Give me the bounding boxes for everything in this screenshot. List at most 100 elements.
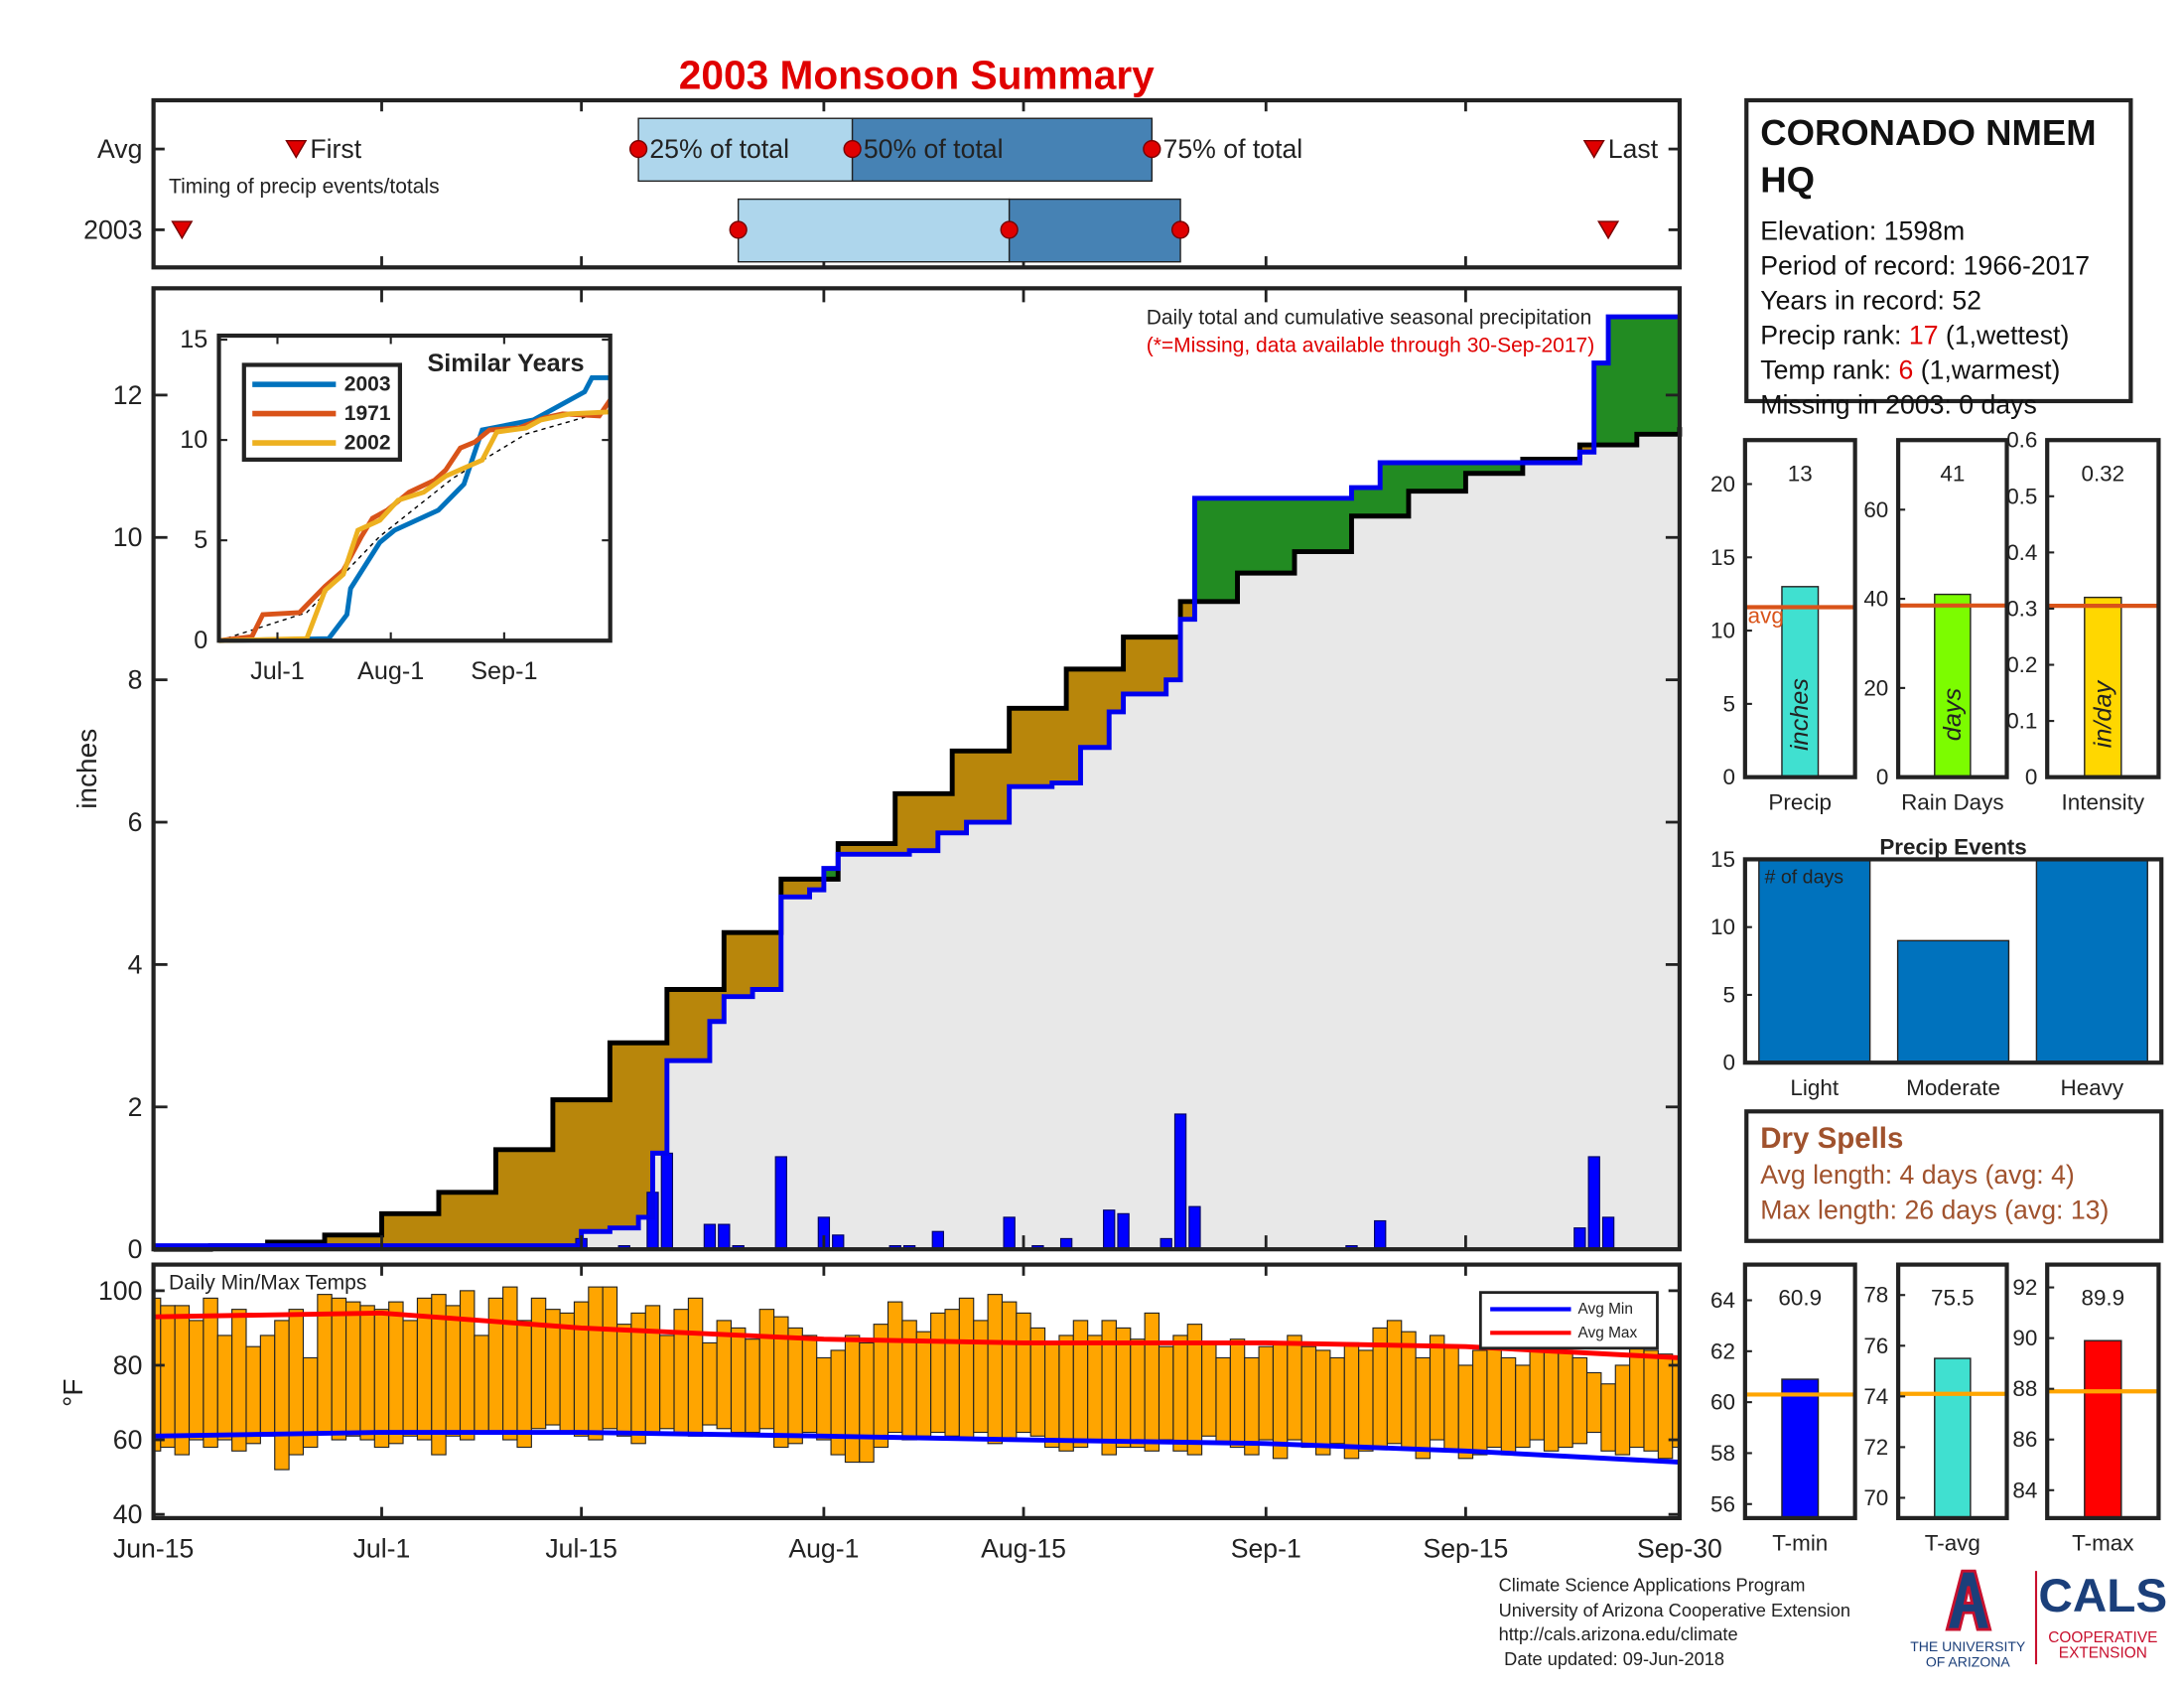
dry-spells-text: Dry Spells Avg length: 4 days (avg: 4) M… [1760, 1123, 2110, 1226]
daily-bar [1003, 1216, 1016, 1250]
annotation: Daily total and cumulative seasonal prec… [1147, 306, 1592, 329]
temp-range-bar [1115, 1327, 1132, 1449]
quartile-box [1008, 198, 1181, 263]
y-tick-label: 0.4 [2006, 540, 2037, 565]
temp-bars [153, 1286, 1680, 1471]
y-tick-label: 15 [1710, 847, 1735, 872]
value-label: 41 [1940, 461, 1965, 486]
x-tick-label: Sep-15 [1423, 1534, 1508, 1564]
y-tick-label: 40 [113, 1499, 143, 1529]
annotation: Timing of precip events/totals [169, 175, 440, 198]
quartile-marker [729, 220, 748, 239]
event-marker [285, 139, 308, 159]
x-tick-label: Jul-1 [353, 1534, 411, 1564]
y-tick-label: 60 [113, 1425, 143, 1455]
temp-range-bar [259, 1335, 276, 1437]
axes-frame [151, 1262, 1683, 1520]
average-line [153, 1430, 1680, 1466]
temp-range-bar [1386, 1320, 1403, 1445]
marker-label: Last [1608, 134, 1659, 164]
y-tick-label: 60 [1710, 1390, 1735, 1415]
temp-range-bar [345, 1301, 361, 1437]
temp-range-bar [1343, 1341, 1360, 1460]
temp-range-bar [1329, 1356, 1345, 1445]
temp-range-bar [1643, 1349, 1659, 1452]
quartile-marker [843, 139, 862, 159]
temp-range-bar [459, 1290, 476, 1441]
temp-range-bar [1614, 1364, 1631, 1456]
x-tick-label: Light [1790, 1075, 1839, 1100]
x-tick-label: Sep-30 [1637, 1534, 1722, 1564]
temp-range-bar [373, 1309, 390, 1449]
daily-bar [660, 1152, 674, 1250]
marker-label: 75% of total [1163, 134, 1303, 164]
temp-range-bar [673, 1309, 689, 1434]
footer-line: Date updated: 09-Jun-2018 [1504, 1648, 1724, 1669]
quartile-marker [1143, 139, 1161, 159]
temp-range-bar [801, 1335, 818, 1434]
temp-range-bar [487, 1297, 504, 1434]
y-tick-label: 6 [128, 807, 143, 837]
daily-bar [1188, 1205, 1201, 1250]
temp-range-bar [502, 1286, 518, 1441]
temp-range-bar [730, 1327, 747, 1434]
y-tick-label: 10 [113, 522, 143, 552]
temp-range-bar [1672, 1356, 1680, 1449]
series-line [218, 409, 611, 643]
temp-range-bar [1629, 1341, 1645, 1449]
quartile-box [737, 198, 1011, 263]
rank-note: (1,wettest) [1945, 322, 2070, 352]
event-marker [171, 220, 194, 240]
temp-range-bar [915, 1331, 932, 1437]
y-tick-label: 2 [128, 1092, 143, 1122]
x-tick-label: T-max [2072, 1531, 2133, 1556]
y-axis-label: °F [58, 1378, 88, 1406]
x-tick-label: T-avg [1925, 1531, 1980, 1556]
legend-label: 2002 [344, 432, 391, 455]
dry-spells-line: Max length: 26 days (avg: 13) [1760, 1196, 2110, 1226]
temp-range-bar [245, 1345, 261, 1445]
x-tick-label: Aug-15 [981, 1534, 1066, 1564]
average-label: avg [1748, 603, 1784, 628]
temp-range-bar [231, 1309, 247, 1452]
period: Period of record: 1966-2017 [1760, 251, 2091, 282]
x-tick-label: Precip [1768, 789, 1832, 814]
quartile-box [637, 117, 854, 183]
value-label: 60.9 [1778, 1286, 1822, 1311]
y-tick-label: 40 [1863, 587, 1888, 612]
average-line [218, 409, 611, 641]
y-tick-label: 80 [113, 1350, 143, 1380]
temp-range-bar [944, 1309, 960, 1437]
x-tick-label: Sep-1 [1231, 1534, 1301, 1564]
y-tick-label: 0 [1723, 1051, 1735, 1075]
x-tick-label: Jun-15 [113, 1534, 194, 1564]
temp-range-bar [758, 1309, 775, 1430]
cumulative-line [153, 314, 1680, 1249]
bar [1934, 593, 1972, 778]
y-tick-label: 0 [2025, 765, 2037, 789]
temp-range-bar [573, 1301, 590, 1437]
y-tick-label: 90 [2012, 1326, 2037, 1350]
axes-frame [216, 333, 613, 643]
extension-text: EXTENSION [2059, 1644, 2147, 1661]
row-label: 2003 [83, 214, 142, 244]
temp-range-bar [216, 1335, 233, 1441]
temp-range-bar [745, 1338, 760, 1434]
axes-frame [2045, 438, 2161, 779]
y-tick-label: 0.3 [2006, 596, 2037, 621]
footer-line: http://cals.arizona.edu/climate [1499, 1623, 1738, 1644]
legend-label: Avg Max [1578, 1325, 1638, 1341]
y-tick-label: 5 [1723, 691, 1735, 716]
temp-range-bar [844, 1335, 861, 1464]
bar [1758, 858, 1871, 1063]
y-tick-label: 5 [194, 526, 207, 554]
y-tick-label: 60 [1863, 497, 1888, 522]
y-tick-label: 12 [113, 380, 143, 410]
y-tick-label: 56 [1710, 1491, 1735, 1516]
ua-text: OF ARIZONA [1926, 1653, 2011, 1669]
temp-range-bar [160, 1305, 176, 1449]
temp-range-bar [1087, 1335, 1103, 1441]
ua-text: THE UNIVERSITY [1910, 1638, 2026, 1654]
chart-title: Precip Events [1879, 834, 2026, 859]
